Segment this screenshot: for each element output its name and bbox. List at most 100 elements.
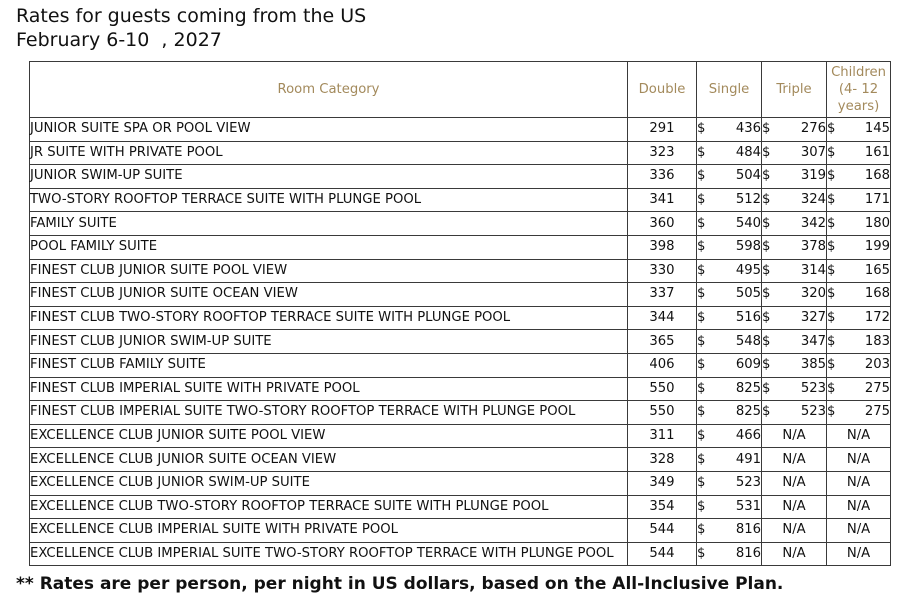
single-rate-cell: $491 [696,447,762,472]
table-row: FINEST CLUB TWO-STORY ROOFTOP TERRACE SU… [29,305,891,331]
double-rate-cell: 291 [627,117,697,142]
currency-symbol: $ [827,121,836,137]
single-rate-cell: $531 [696,494,762,520]
table-row: FINEST CLUB IMPERIAL SUITE TWO-STORY ROO… [29,400,891,425]
room-category-cell: EXCELLENCE CLUB JUNIOR SUITE POOL VIEW [29,423,628,449]
children-rate-cell: $165 [826,258,891,284]
single-rate-cell: $505 [696,282,762,307]
room-category-cell: FINEST CLUB JUNIOR SUITE POOL VIEW [29,258,628,284]
rates-table-header: Room Category Double Single Triple Child… [29,61,891,118]
currency-symbol: $ [762,380,771,396]
single-amount: 491 [735,451,761,467]
currency-symbol: $ [827,215,836,231]
table-row: EXCELLENCE CLUB IMPERIAL SUITE TWO-STORY… [29,541,891,567]
triple-rate-cell: $378 [761,234,827,260]
triple-rate-cell: N/A [761,494,827,520]
triple-amount: 314 [800,262,826,278]
currency-symbol: $ [697,380,706,396]
currency-symbol: $ [827,380,836,396]
currency-symbol: $ [827,333,836,349]
triple-amount: 276 [800,121,826,137]
currency-symbol: $ [762,357,771,373]
double-rate-cell: 360 [627,211,697,236]
table-row: FAMILY SUITE 360 $540 $342 $180 [29,211,891,236]
currency-symbol: $ [762,168,771,184]
single-rate-cell: $609 [696,352,762,378]
triple-rate-cell: $319 [761,164,827,189]
room-category-cell: EXCELLENCE CLUB JUNIOR SWIM-UP SUITE [29,470,628,496]
single-rate-cell: $825 [696,376,762,402]
single-amount: 825 [735,380,761,396]
double-rate-cell: 550 [627,400,697,425]
currency-symbol: $ [697,475,706,491]
double-rate-cell: 337 [627,282,697,307]
double-rate-cell: 311 [627,423,697,449]
currency-symbol: $ [697,357,706,373]
triple-rate-cell: $314 [761,258,827,284]
triple-rate-cell: N/A [761,470,827,496]
double-rate-cell: 365 [627,329,697,354]
triple-rate-cell: $327 [761,305,827,331]
currency-symbol: $ [827,144,836,160]
currency-symbol: $ [762,239,771,255]
header-row: Room Category Double Single Triple Child… [29,61,891,118]
currency-symbol: $ [697,545,706,561]
triple-rate-cell: $385 [761,352,827,378]
currency-symbol: $ [762,310,771,326]
room-category-cell: JUNIOR SWIM-UP SUITE [29,164,628,189]
header-single: Single [696,61,762,118]
children-rate-cell: N/A [826,518,891,543]
single-rate-cell: $495 [696,258,762,284]
single-amount: 548 [735,333,761,349]
single-amount: 484 [735,144,761,160]
children-amount: 275 [864,380,890,396]
table-row: JUNIOR SWIM-UP SUITE 336 $504 $319 $168 [29,164,891,189]
single-rate-cell: $484 [696,140,762,166]
triple-rate-cell: N/A [761,518,827,543]
single-amount: 816 [735,522,761,538]
table-row: EXCELLENCE CLUB JUNIOR SWIM-UP SUITE 349 $… [29,470,891,496]
double-rate-cell: 336 [627,164,697,189]
single-amount: 466 [735,428,761,444]
room-category-cell: EXCELLENCE CLUB TWO-STORY ROOFTOP TERRAC… [29,494,628,520]
single-rate-cell: $512 [696,187,762,213]
double-rate-cell: 323 [627,140,697,166]
children-rate-cell: $180 [826,211,891,236]
children-amount: 183 [864,333,890,349]
currency-symbol: $ [762,215,771,231]
table-row: FINEST CLUB IMPERIAL SUITE WITH PRIVATE … [29,376,891,402]
header-children-line-2: (4- 12 [838,82,879,97]
currency-symbol: $ [697,333,706,349]
triple-amount: 324 [800,192,826,208]
single-amount: 825 [735,404,761,420]
table-row: EXCELLENCE CLUB IMPERIAL SUITE WITH PRIV… [29,518,891,543]
children-rate-cell: $168 [826,282,891,307]
room-category-cell: EXCELLENCE CLUB JUNIOR SUITE OCEAN VIEW [29,447,628,472]
children-rate-cell: $168 [826,164,891,189]
currency-symbol: $ [697,144,706,160]
children-amount: 168 [864,286,890,302]
double-rate-cell: 341 [627,187,697,213]
single-amount: 436 [735,121,761,137]
currency-symbol: $ [827,310,836,326]
double-rate-cell: 354 [627,494,697,520]
page-title: Rates for guests coming from the US Febr… [16,4,366,52]
single-rate-cell: $504 [696,164,762,189]
triple-amount: 523 [800,404,826,420]
room-category-cell: FINEST CLUB JUNIOR SWIM-UP SUITE [29,329,628,354]
triple-rate-cell: $320 [761,282,827,307]
triple-rate-cell: N/A [761,447,827,472]
footnote: ** Rates are per person, per night in US… [16,574,784,594]
currency-symbol: $ [697,428,706,444]
triple-amount: 347 [800,333,826,349]
single-rate-cell: $436 [696,117,762,142]
single-amount: 816 [735,545,761,561]
single-rate-cell: $516 [696,305,762,331]
triple-amount: 378 [800,239,826,255]
currency-symbol: $ [697,404,706,420]
triple-rate-cell: $342 [761,211,827,236]
currency-symbol: $ [762,286,771,302]
header-triple: Triple [761,61,827,118]
currency-symbol: $ [762,404,771,420]
single-rate-cell: $548 [696,329,762,354]
